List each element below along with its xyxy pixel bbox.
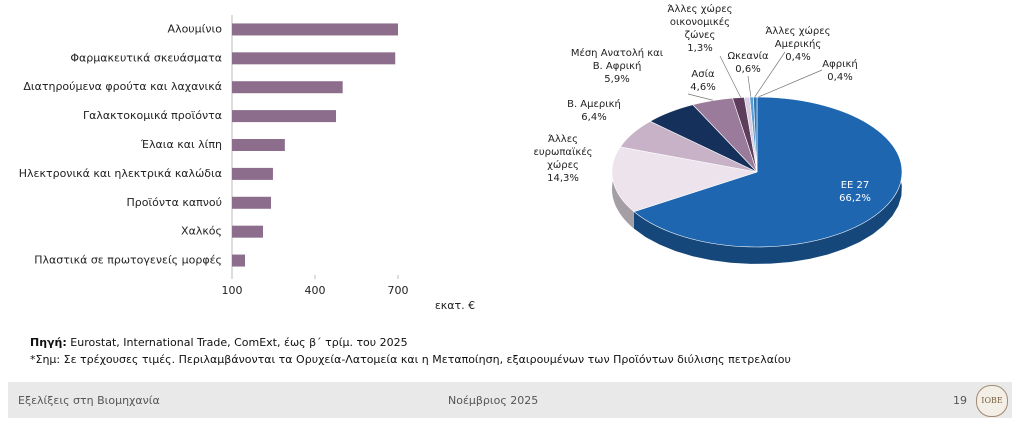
pie-label-name: Ωκεανία [727, 51, 769, 62]
pie-label-name: Αφρική [822, 59, 858, 70]
pie-slice [611, 146, 758, 212]
pie-label-value: 5,9% [604, 74, 630, 85]
footer-center: Νοέμβριος 2025 [448, 394, 539, 407]
pie-label-name: Άλλες χώρες οικονομικές ζώνες [667, 4, 733, 41]
pie-label-name: Β. Αμερική [567, 99, 621, 110]
y-tick-label: Προϊόντα καπνού [126, 196, 222, 209]
pie-label: Αφρική 0,4% [810, 58, 870, 84]
bar [232, 196, 272, 209]
pie-label-name: Μέση Ανατολή και Β. Αφρική [570, 48, 664, 72]
source-text: Eurostat, International Trade, ComExt, έ… [70, 336, 408, 349]
pie-label-value: 0,6% [735, 64, 761, 75]
y-tick-label: Έλαια και λίπη [140, 138, 222, 151]
pie-label: Άλλες χώρες Αμερικής 0,4% [758, 25, 838, 64]
pie-label: Ωκεανία 0,6% [718, 50, 778, 76]
y-tick-label: Διατηρούμενα φρούτα και λαχανικά [23, 80, 222, 93]
logo: IOBE [976, 385, 1008, 417]
bar [232, 167, 273, 180]
x-tick-label: 100 [222, 284, 243, 297]
footer: Εξελίξεις στη Βιομηχανία Νοέμβριος 2025 … [8, 382, 1012, 418]
pie-label-value: 1,3% [687, 43, 713, 54]
pie-label: Άλλες χώρες οικονομικές ζώνες 1,3% [660, 3, 740, 55]
pie-label-name: Άλλες χώρες Αμερικής [765, 26, 831, 50]
y-tick-label: Χαλκός [181, 225, 222, 238]
pie-label-value: 66,2% [839, 193, 871, 204]
page-number: 19 [953, 394, 967, 407]
y-tick-label: Γαλακτοκομικά προϊόντα [83, 109, 222, 122]
bar [232, 139, 285, 151]
source: Πηγή: Eurostat, International Trade, Com… [30, 336, 408, 349]
footer-left: Εξελίξεις στη Βιομηχανία [18, 394, 160, 407]
bar [232, 254, 246, 267]
pie-label: Άλλες ευρωπαϊκές χώρες 14,3% [523, 133, 603, 185]
y-tick-label: Φαρμακευτικά σκευάσματα [70, 51, 222, 64]
x-tick-label: 400 [305, 284, 326, 297]
bar [232, 23, 398, 36]
pie-slice [633, 96, 903, 248]
pie-label-value: 14,3% [547, 173, 579, 184]
x-axis-label: εκατ. € [435, 299, 475, 312]
pie-label-value: 0,4% [785, 52, 811, 63]
pie-label-value: 4,6% [690, 82, 716, 93]
charts: εκατ. € 100 400 700 Αλουμίνιο Φαρμακευτικά σ… [19, 15, 903, 312]
bar [232, 81, 343, 94]
source-label: Πηγή: [30, 336, 67, 349]
pie-label: Β. Αμερική 6,4% [554, 98, 634, 124]
x-tick-label: 700 [388, 284, 409, 297]
pie-label-name: Άλλες ευρωπαϊκές χώρες [533, 134, 593, 171]
bar [232, 52, 396, 65]
pie-label-value: 6,4% [581, 112, 607, 123]
note: *Σημ: Σε τρέχουσες τιμές. Περιλαμβάνοντα… [30, 353, 791, 366]
bar [232, 225, 263, 238]
pie-label-name: ΕΕ 27 [840, 180, 870, 191]
pie-label-value: 0,4% [827, 72, 853, 83]
y-tick-label: Αλουμίνιο [168, 22, 223, 35]
pie-slice [753, 96, 758, 173]
pie-label: Ασία 4,6% [673, 68, 733, 94]
pie-label: Μέση Ανατολή και Β. Αφρική 5,9% [567, 47, 667, 86]
y-tick-label: Ηλεκτρονικά και ηλεκτρικά καλώδια [19, 167, 222, 180]
bar [232, 110, 337, 123]
y-tick-label: Πλαστικά σε πρωτογενείς μορφές [34, 254, 222, 267]
pie-label: ΕΕ 27 66,2% [825, 179, 885, 205]
pie-label-name: Ασία [691, 69, 715, 80]
